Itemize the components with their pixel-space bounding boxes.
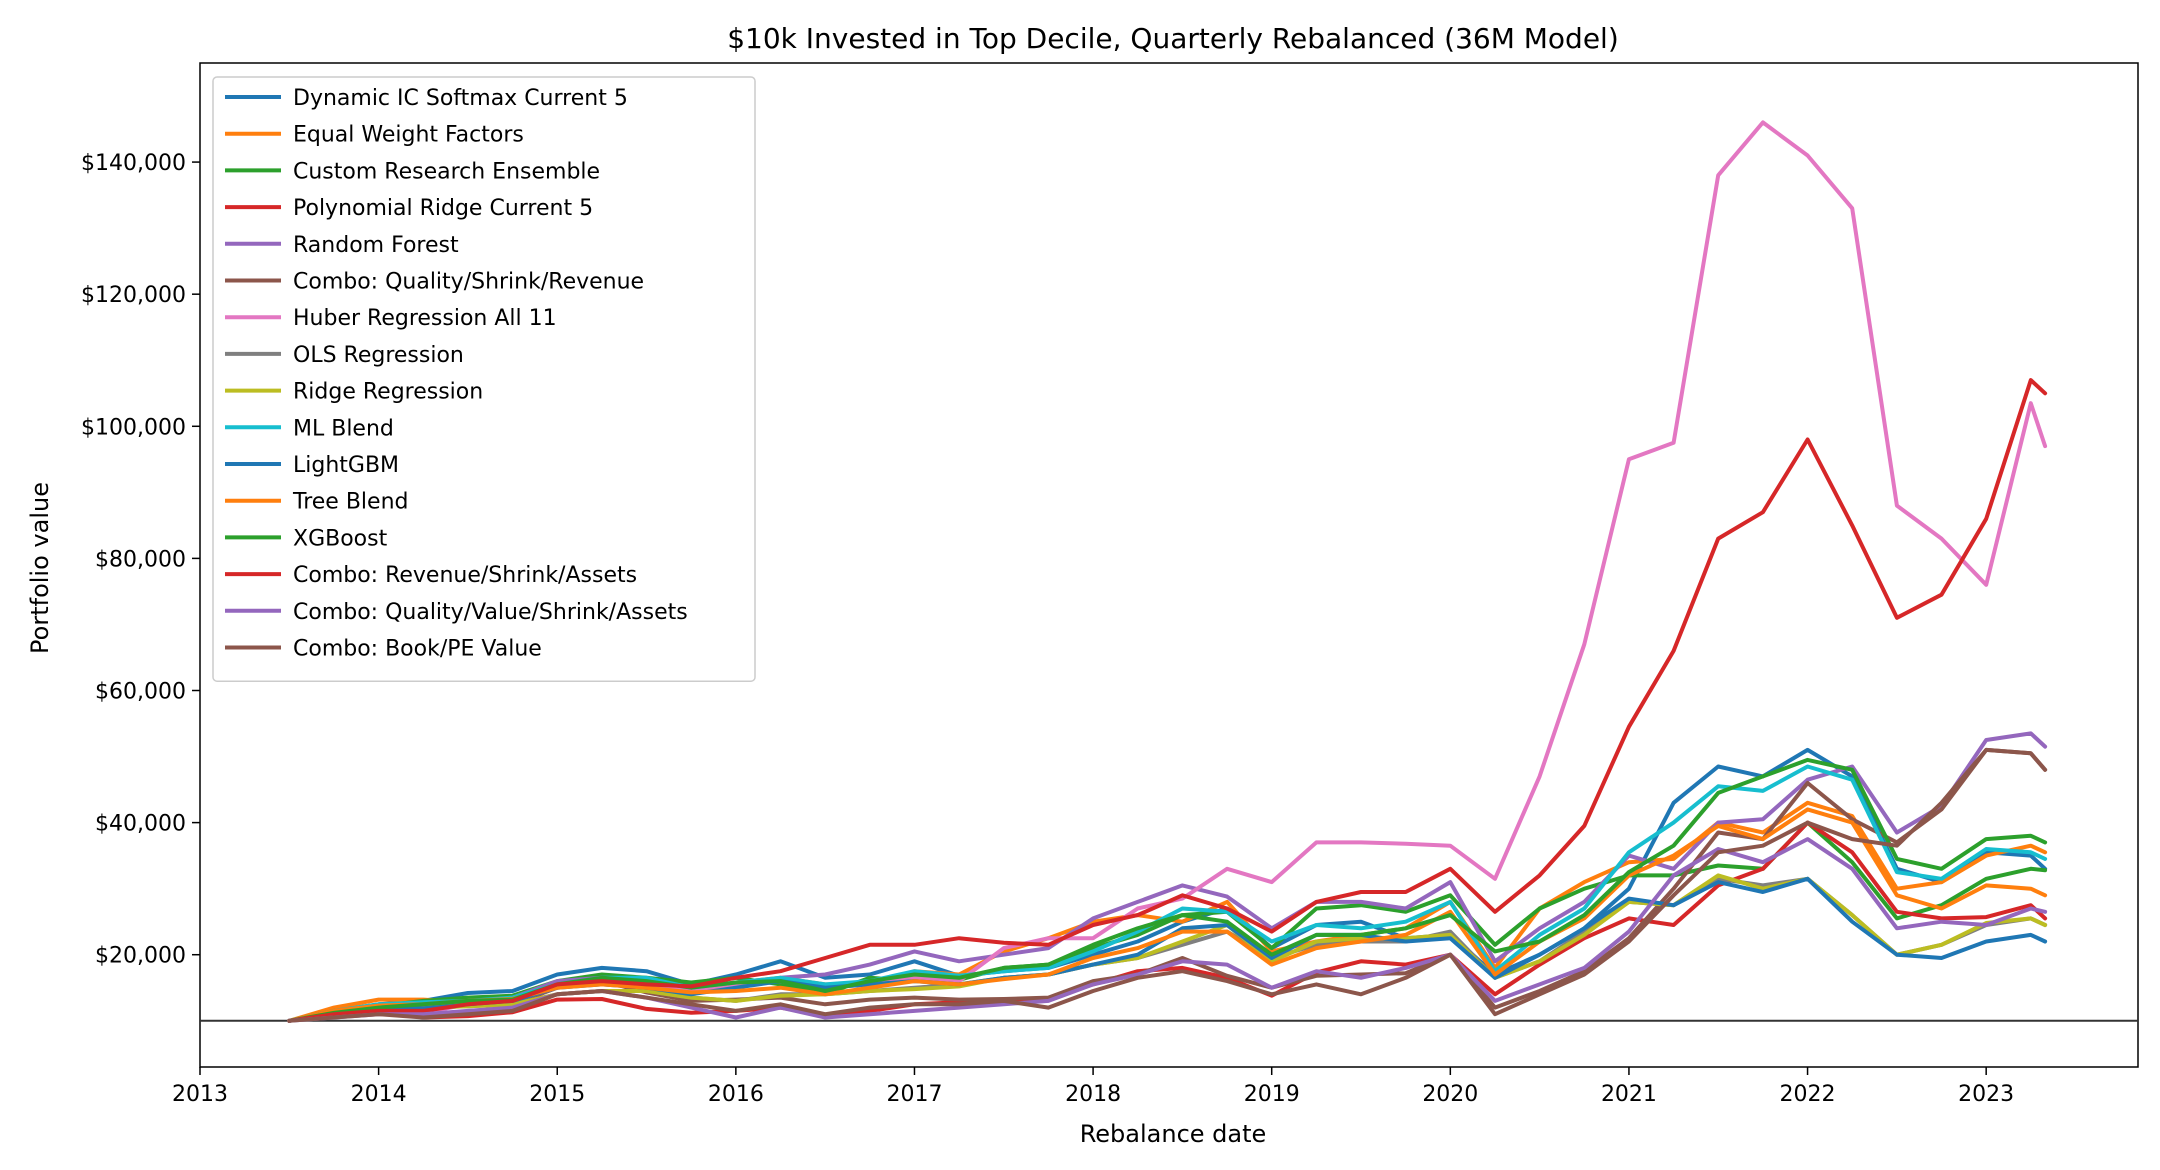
x-tick-label: 2017 xyxy=(886,1082,942,1107)
legend-label: XGBoost xyxy=(293,526,388,551)
legend-item: Combo: Book/PE Value xyxy=(225,637,542,662)
y-axis-label: Portfolio value xyxy=(26,482,54,654)
legend-item: Custom Research Ensemble xyxy=(225,159,600,184)
y-tick-label: $100,000 xyxy=(81,415,186,440)
legend: Dynamic IC Softmax Current 5 Equal Weight… xyxy=(212,76,756,682)
x-tick-label: 2022 xyxy=(1780,1082,1836,1107)
legend-item: OLS Regression xyxy=(225,343,464,368)
series-line xyxy=(287,747,2048,1023)
legend-items: Dynamic IC Softmax Current 5 Equal Weight… xyxy=(225,86,688,662)
y-tick-label: $40,000 xyxy=(95,812,186,837)
legend-item: Combo: Quality/Shrink/Revenue xyxy=(225,270,644,295)
chart-title: $10k Invested in Top Decile, Quarterly R… xyxy=(727,22,1619,55)
legend-item: Ridge Regression xyxy=(225,380,483,405)
legend-label: Ridge Regression xyxy=(293,380,483,405)
legend-label: Custom Research Ensemble xyxy=(293,159,600,184)
y-tick-label: $140,000 xyxy=(81,151,186,176)
x-tick-label: 2021 xyxy=(1601,1082,1657,1107)
legend-label: ML Blend xyxy=(293,416,394,441)
legend-item: Combo: Quality/Value/Shrink/Assets xyxy=(225,600,688,625)
legend-item: Polynomial Ridge Current 5 xyxy=(225,196,593,221)
y-axis: $20,000 $40,000 $60,000 $80,000 $100,000 $120… xyxy=(81,151,200,969)
y-tick-label: $80,000 xyxy=(95,547,186,572)
x-tick-label: 2014 xyxy=(351,1082,407,1107)
x-axis: 2013 2014 2015 2016 2017 2018 2019 2020 2021 2022… xyxy=(172,1067,2014,1107)
x-tick-label: 2016 xyxy=(708,1082,764,1107)
legend-item: ML Blend xyxy=(225,416,394,441)
legend-item: Combo: Revenue/Shrink/Assets xyxy=(225,563,637,588)
plot-frame xyxy=(199,62,2139,1068)
legend-item: Huber Regression All 11 xyxy=(225,306,557,331)
legend-label: Combo: Book/PE Value xyxy=(293,637,542,662)
legend-item: Equal Weight Factors xyxy=(225,123,524,148)
series-line xyxy=(287,807,2048,1023)
series-layer xyxy=(287,120,2048,1023)
y-tick-label: $60,000 xyxy=(95,680,186,705)
legend-item: Random Forest xyxy=(225,233,459,258)
legend-label: LightGBM xyxy=(293,453,399,478)
legend-item: XGBoost xyxy=(225,526,388,551)
legend-label: Tree Blend xyxy=(292,490,408,515)
legend-label: Combo: Revenue/Shrink/Assets xyxy=(293,563,637,588)
legend-item: Dynamic IC Softmax Current 5 xyxy=(225,86,628,111)
x-tick-label: 2015 xyxy=(529,1082,585,1107)
x-tick-label: 2013 xyxy=(172,1082,228,1107)
legend-label: Equal Weight Factors xyxy=(293,123,524,148)
x-tick-label: 2019 xyxy=(1244,1082,1300,1107)
y-tick-label: $20,000 xyxy=(95,944,186,969)
legend-item: LightGBM xyxy=(225,453,399,478)
legend-item: Tree Blend xyxy=(225,490,408,515)
x-tick-label: 2023 xyxy=(1958,1082,2014,1107)
legend-label: Polynomial Ridge Current 5 xyxy=(293,196,593,221)
y-tick-label: $120,000 xyxy=(81,283,186,308)
x-axis-label: Rebalance date xyxy=(1080,1120,1267,1148)
legend-label: OLS Regression xyxy=(293,343,464,368)
legend-label: Dynamic IC Softmax Current 5 xyxy=(293,86,628,111)
series-line xyxy=(287,757,2048,1023)
plot-area xyxy=(199,62,2139,1068)
x-tick-label: 2020 xyxy=(1422,1082,1478,1107)
x-tick-label: 2018 xyxy=(1065,1082,1121,1107)
legend-label: Combo: Quality/Shrink/Revenue xyxy=(293,270,644,295)
legend-box xyxy=(212,76,756,682)
legend-label: Random Forest xyxy=(293,233,459,258)
legend-label: Huber Regression All 11 xyxy=(293,306,557,331)
series-line xyxy=(287,378,2048,1023)
legend-label: Combo: Quality/Value/Shrink/Assets xyxy=(293,600,688,625)
